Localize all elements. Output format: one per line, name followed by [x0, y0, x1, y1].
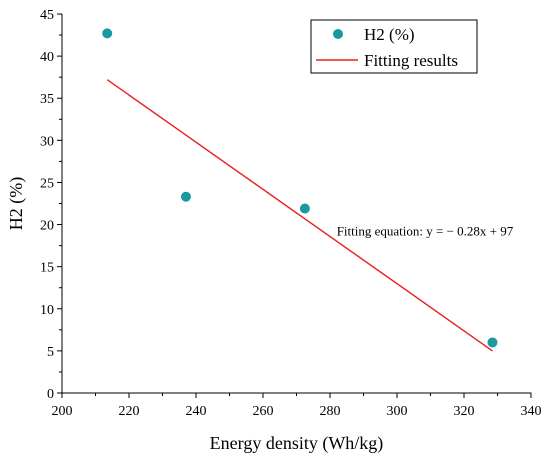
legend: H2 (%) Fitting results: [310, 19, 478, 74]
y-ticks: 0 5 10 15 20 25 30 35 40 45: [40, 8, 62, 402]
data-point: [487, 337, 498, 348]
y-tick-label: 35: [40, 92, 54, 107]
x-tick-label: 200: [52, 404, 73, 419]
y-tick-label: 10: [40, 303, 54, 318]
data-point: [180, 191, 191, 202]
y-tick-label: 45: [40, 8, 54, 23]
y-tick-label: 40: [40, 50, 54, 65]
data-point: [102, 28, 113, 39]
x-tick-label: 320: [454, 404, 475, 419]
legend-box: [310, 19, 478, 74]
data-point: [299, 203, 310, 214]
fitting-line: [106, 79, 493, 352]
x-ticks: 200 220 240 260 280 300 320 340: [52, 393, 542, 419]
y-axis-title: H2 (%): [6, 177, 27, 230]
legend-label-line: Fitting results: [364, 51, 458, 70]
x-tick-label: 240: [186, 404, 207, 419]
x-tick-label: 340: [521, 404, 542, 419]
y-tick-label: 30: [40, 134, 54, 149]
y-tick-label: 20: [40, 219, 54, 234]
axes: 200 220 240 260 280 300 320 340 0 5 10 15 20 25 30 35 4…: [40, 8, 542, 419]
fitting-equation-annotation: Fitting equation: y = − 0.28x + 97: [337, 224, 514, 239]
legend-label-scatter: H2 (%): [364, 25, 415, 44]
y-tick-label: 25: [40, 176, 54, 191]
x-tick-label: 300: [387, 404, 408, 419]
y-tick-label: 0: [47, 387, 54, 402]
x-tick-label: 220: [119, 404, 140, 419]
x-tick-label: 260: [253, 404, 274, 419]
x-tick-label: 280: [320, 404, 341, 419]
x-axis-title: Energy density (Wh/kg): [210, 433, 384, 454]
chart-marks: [102, 28, 498, 352]
y-tick-label: 15: [40, 261, 54, 276]
legend-marker-scatter: [333, 29, 343, 39]
y-tick-label: 5: [47, 345, 54, 360]
